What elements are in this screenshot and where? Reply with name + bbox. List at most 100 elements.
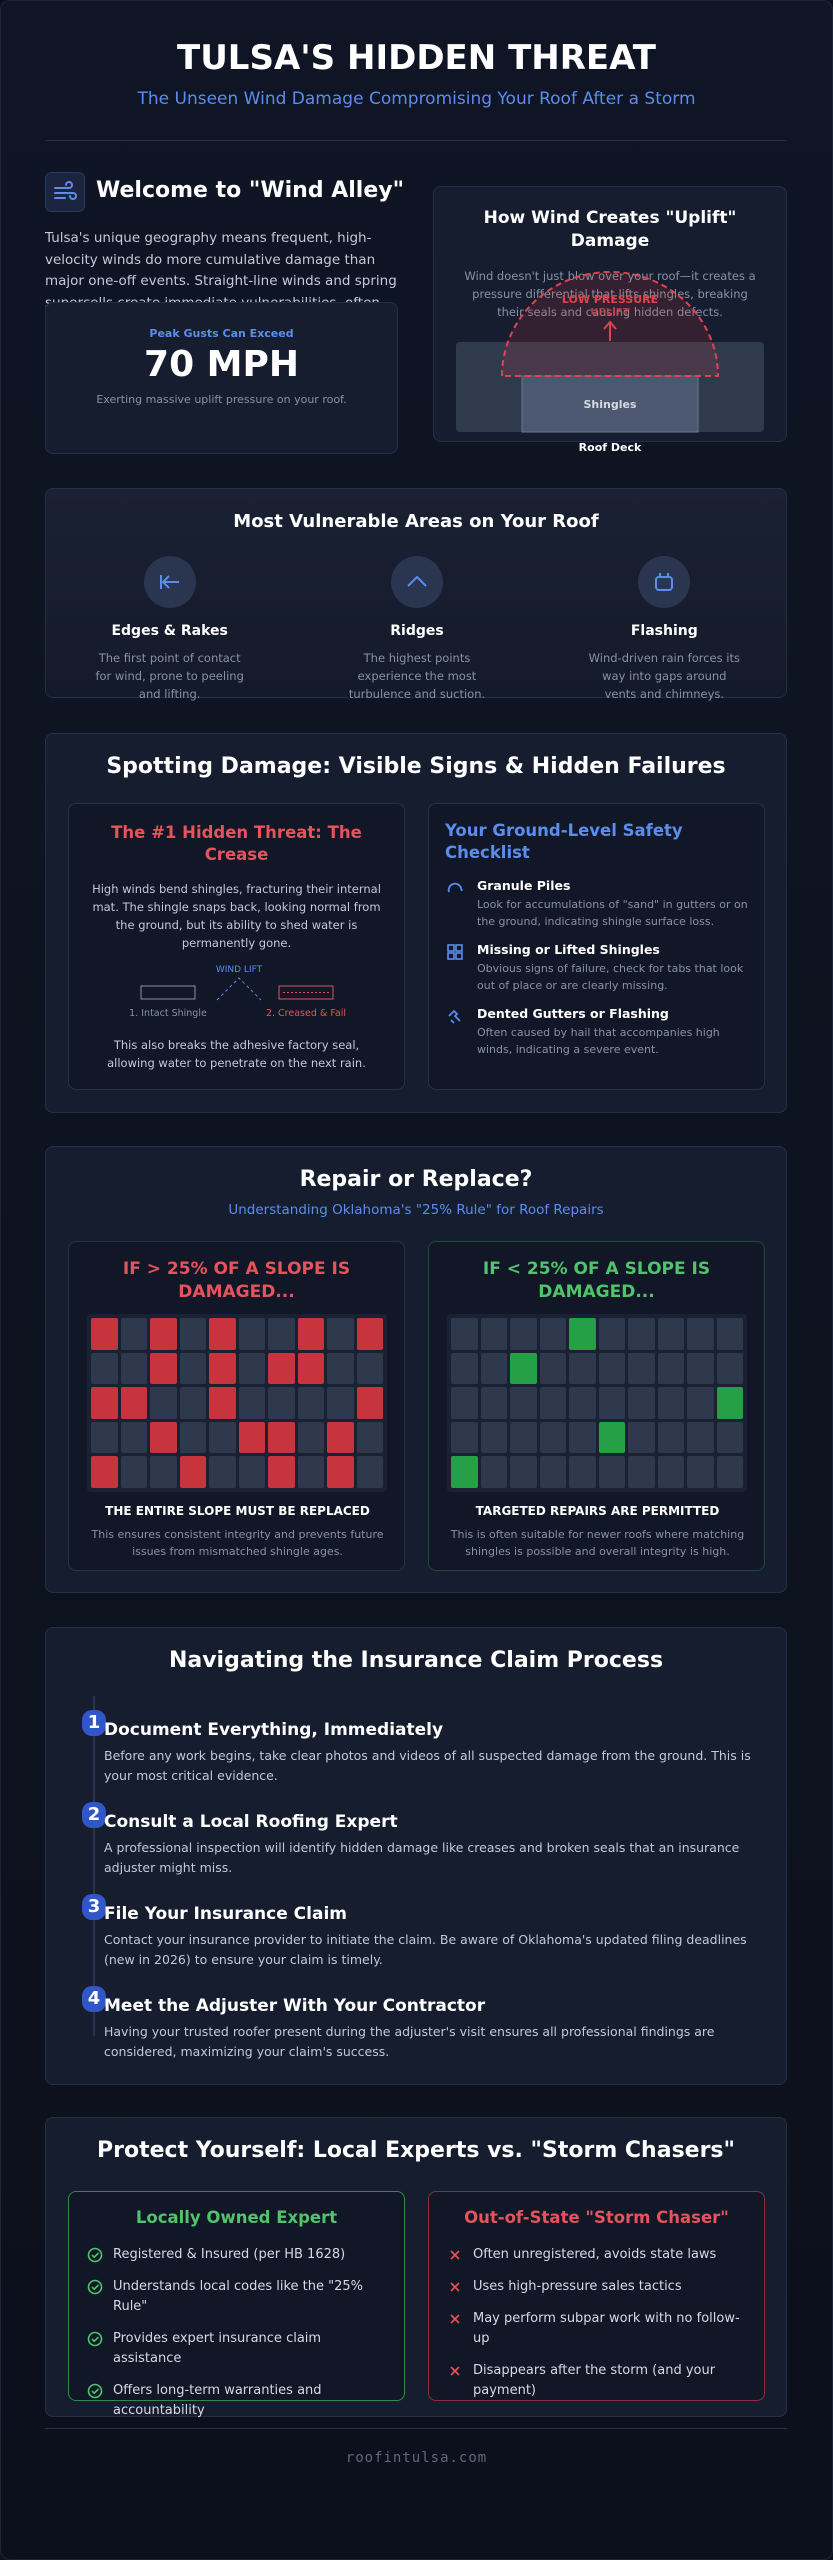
local-box: Locally Owned Expert Registered & Insure… bbox=[68, 2191, 405, 2418]
step-title: Consult a Local Roofing Expert bbox=[104, 1812, 398, 1832]
item-text: Provides expert insurance claim assistan… bbox=[113, 2331, 322, 2366]
protect-card: Protect Yourself: Local Experts vs. "Sto… bbox=[45, 2117, 787, 2418]
cell bbox=[510, 1318, 537, 1350]
spotting-card: Spotting Damage: Visible Signs & Hidden … bbox=[45, 733, 787, 1113]
cell bbox=[480, 1352, 507, 1385]
damaged-cell bbox=[297, 1352, 324, 1385]
vulnerable-row: Edges & Rakes The first point of contact… bbox=[46, 555, 788, 703]
item-text: Understands local codes like the "25% Ru… bbox=[113, 2279, 364, 2314]
check-item: Dented Gutters or Flashing Often caused … bbox=[445, 1006, 748, 1058]
list-item: Offers long-term warranties and accounta… bbox=[87, 2381, 386, 2421]
uplift-card: How Wind Creates "Uplift" Damage Wind do… bbox=[433, 186, 787, 454]
shingles bbox=[521, 375, 699, 433]
cell bbox=[657, 1352, 684, 1385]
uplift-body: Wind doesn't just blow over your roof—it… bbox=[464, 269, 756, 319]
cloud-icon bbox=[447, 882, 463, 893]
shingles-label: Shingles bbox=[583, 398, 636, 411]
step-number: 2 bbox=[82, 1802, 106, 1828]
cell bbox=[480, 1421, 507, 1454]
claims-title: Navigating the Insurance Claim Process bbox=[168, 1648, 664, 1673]
cell bbox=[687, 1387, 714, 1419]
dent-icon bbox=[448, 1009, 461, 1024]
cell bbox=[628, 1387, 655, 1419]
cell bbox=[539, 1352, 566, 1385]
cell bbox=[569, 1421, 596, 1454]
cross-icon bbox=[450, 2314, 460, 2324]
damaged-cell bbox=[150, 1421, 177, 1454]
damaged-cell bbox=[91, 1318, 118, 1350]
lift-label: UPLIFT bbox=[590, 307, 629, 318]
crease-diagram: WIND LIFT 1. Intact Shingle 2. Creased &… bbox=[129, 965, 346, 1019]
cell bbox=[120, 1318, 147, 1350]
icon-check bbox=[91, 2284, 100, 2291]
grid-icon bbox=[447, 944, 463, 960]
stat-card: Peak Gusts Can Exceed 70 MPH Exerting ma… bbox=[45, 302, 398, 454]
under-box: IF < 25% OF A SLOPE IS DAMAGED... TARGET… bbox=[428, 1241, 765, 1571]
repair-title: Repair or Replace? bbox=[299, 1167, 533, 1192]
under-body: This is often suitable for newer roofs w… bbox=[450, 1528, 745, 1558]
cell bbox=[451, 1421, 478, 1454]
cell bbox=[327, 1318, 354, 1350]
cell bbox=[510, 1387, 537, 1419]
damaged-cell bbox=[91, 1456, 118, 1488]
cell bbox=[687, 1352, 714, 1385]
damaged-cell bbox=[268, 1456, 295, 1488]
icon-check bbox=[91, 2388, 100, 2395]
icon-x bbox=[450, 2314, 460, 2324]
cell bbox=[327, 1387, 354, 1419]
cell bbox=[327, 1352, 354, 1385]
pressure-label: LOW PRESSURE bbox=[562, 293, 658, 306]
item-text: Disappears after the storm (and your pay… bbox=[473, 2363, 716, 2398]
lift-path bbox=[216, 977, 262, 1001]
damaged-cell bbox=[268, 1421, 295, 1454]
item-text: Uses high-pressure sales tactics bbox=[473, 2279, 682, 2294]
uplift-arrow bbox=[603, 320, 617, 341]
damaged-cell bbox=[569, 1318, 596, 1350]
damaged-cell bbox=[209, 1318, 236, 1350]
footer-site: roofintulsa.com bbox=[345, 2450, 488, 2466]
step-title: Document Everything, Immediately bbox=[104, 1720, 444, 1740]
vulnerable-card: Most Vulnerable Areas on Your Roof Edges… bbox=[45, 488, 787, 701]
step-body: Having your trusted roofer present durin… bbox=[104, 2024, 715, 2059]
spotting-title: Spotting Damage: Visible Signs & Hidden … bbox=[106, 754, 726, 779]
damaged-cell bbox=[356, 1318, 383, 1350]
uplift-diagram: LOW PRESSURE UPLIFT Shingles Roof Deck bbox=[456, 271, 764, 454]
item-text: Offers long-term warranties and accounta… bbox=[113, 2383, 322, 2418]
cell bbox=[451, 1352, 478, 1385]
cell bbox=[539, 1318, 566, 1350]
damaged-cell bbox=[451, 1456, 478, 1488]
cell bbox=[356, 1421, 383, 1454]
cell bbox=[716, 1421, 743, 1454]
damaged-cell bbox=[150, 1352, 177, 1385]
lift-label: WIND LIFT bbox=[216, 965, 263, 975]
cell bbox=[510, 1421, 537, 1454]
item-text: Often unregistered, avoids state laws bbox=[473, 2247, 717, 2262]
cell bbox=[569, 1352, 596, 1385]
item-text: Registered & Insured (per HB 1628) bbox=[113, 2247, 346, 2262]
edge-icon bbox=[143, 556, 196, 608]
crease-title: The #1 Hidden Threat: The Crease bbox=[111, 823, 362, 864]
cell bbox=[297, 1387, 324, 1419]
wind-icon bbox=[45, 172, 85, 212]
intro-heading: Welcome to "Wind Alley" bbox=[96, 178, 405, 203]
cell bbox=[451, 1387, 478, 1419]
cross-icon bbox=[450, 2282, 460, 2292]
cell bbox=[657, 1421, 684, 1454]
cell bbox=[539, 1421, 566, 1454]
list-item: Uses high-pressure sales tactics bbox=[447, 2277, 746, 2297]
cell bbox=[451, 1318, 478, 1350]
cell bbox=[480, 1318, 507, 1350]
protect-title: Protect Yourself: Local Experts vs. "Sto… bbox=[97, 2138, 735, 2163]
crease-box: The #1 Hidden Threat: The Crease High wi… bbox=[68, 803, 405, 1090]
check-body: Often caused by hail that accompanies hi… bbox=[477, 1026, 720, 1056]
flashing-icon bbox=[638, 556, 691, 608]
cell bbox=[268, 1387, 295, 1419]
under-caption: TARGETED REPAIRS ARE PERMITTED bbox=[475, 1504, 720, 1518]
item-body: Wind-driven rain forces its way into gap… bbox=[588, 651, 740, 701]
cell bbox=[297, 1456, 324, 1488]
deck-label: Roof Deck bbox=[579, 441, 642, 454]
cell bbox=[150, 1456, 177, 1488]
step-number: 3 bbox=[82, 1894, 106, 1920]
check-icon bbox=[87, 2383, 103, 2399]
